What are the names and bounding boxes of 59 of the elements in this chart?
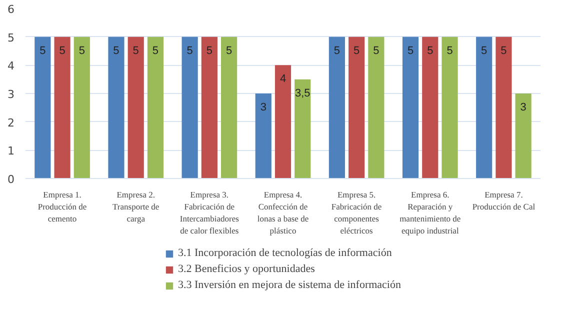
data-label: 5 — [186, 44, 193, 57]
bar — [294, 79, 311, 178]
data-label: 3 — [260, 102, 266, 114]
y-tick-label: 1 — [8, 144, 14, 158]
bar — [422, 36, 438, 178]
data-label: 5 — [373, 44, 380, 57]
bar — [496, 36, 512, 178]
data-label: 5 — [113, 44, 120, 57]
x-tick-label: Empresa 1. Producción de cemento — [38, 190, 87, 224]
x-tick-label: Empresa 2. Transporte de carga — [112, 190, 160, 224]
data-label: 5 — [407, 44, 414, 57]
bar — [128, 36, 144, 178]
data-label: 3,5 — [294, 87, 310, 100]
data-label: 5 — [354, 44, 360, 57]
bar — [221, 36, 238, 178]
x-tick-label: Empresa 6. Reparación y mantenimiento de equipo industrial — [400, 190, 461, 236]
data-label: 3 — [520, 102, 526, 114]
data-label: 5 — [427, 44, 434, 57]
legend-label: 3.1 Incorporación de tecnologías de información — [178, 247, 392, 259]
data-label: 5 — [481, 44, 488, 57]
data-label: 5 — [206, 44, 212, 57]
bar — [442, 36, 458, 178]
bar — [108, 36, 124, 178]
y-tick-label: 5 — [8, 31, 14, 44]
data-label: 5 — [152, 44, 159, 57]
bar — [328, 36, 345, 178]
data-label: 4 — [280, 73, 286, 86]
legend-label: 3.2 Beneficios y oportunidades — [178, 263, 315, 275]
data-label: 5 — [500, 44, 507, 57]
bar — [54, 36, 70, 178]
data-label: 5 — [226, 44, 232, 57]
bar — [368, 36, 384, 178]
data-label: 5 — [334, 44, 340, 57]
y-tick-label: 0 — [8, 173, 14, 186]
bar — [182, 36, 198, 178]
data-label: 5 — [446, 44, 453, 57]
x-tick-label: Empresa 3. Fabricación de Intercambiadores de calor flexibles — [180, 190, 239, 236]
bar — [147, 36, 164, 178]
y-tick-label: 6 — [8, 3, 14, 16]
bar — [255, 94, 272, 178]
bar — [274, 65, 292, 178]
y-tick-label: 3 — [8, 88, 14, 101]
x-tick-label: Empresa 7. Producción de Cal — [472, 190, 536, 212]
bar — [402, 36, 419, 178]
bar — [34, 36, 51, 178]
bar — [201, 36, 218, 178]
x-tick-label: Empresa 5. Fabricación de componentes eléctricos — [331, 190, 382, 236]
y-tick-label: 2 — [8, 116, 14, 130]
x-tick-label: Empresa 4. Confección de lonas a base de plástico — [257, 190, 309, 236]
data-label: 5 — [59, 44, 66, 57]
data-label: 5 — [40, 44, 46, 57]
y-tick-label: 4 — [8, 60, 14, 73]
bar — [476, 36, 492, 178]
legend-label: 3.3 Inversión en mejora de sistema de información — [178, 279, 401, 291]
bar — [515, 94, 532, 178]
data-label: 5 — [78, 44, 85, 57]
data-label: 5 — [132, 44, 139, 57]
bar — [74, 36, 90, 178]
bar — [348, 36, 365, 178]
